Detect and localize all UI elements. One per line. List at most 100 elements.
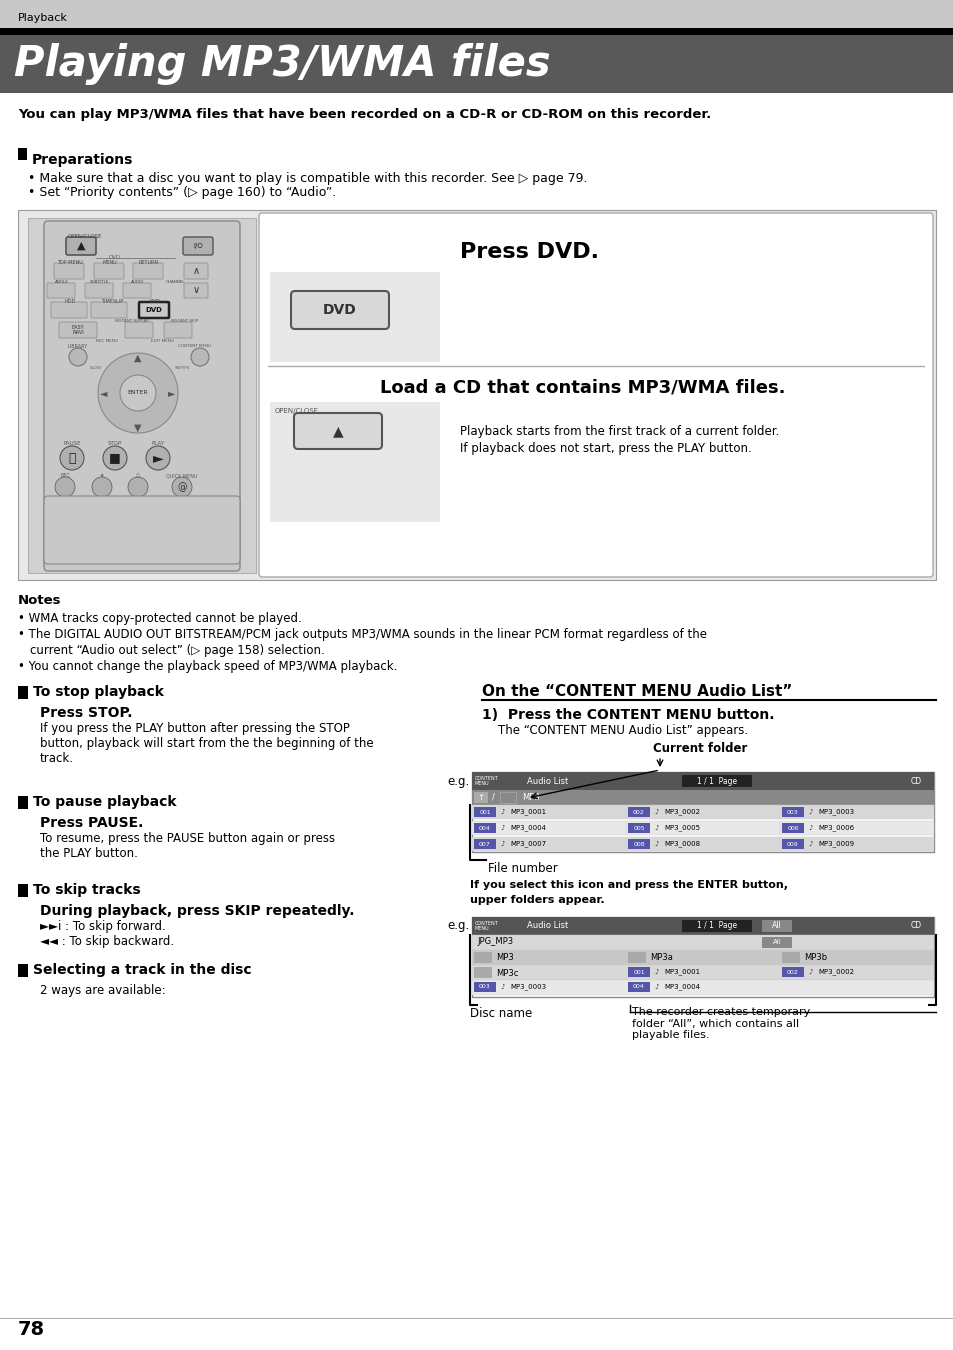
Text: upper folders appear.: upper folders appear.: [470, 895, 604, 905]
Text: 006: 006: [786, 825, 798, 830]
Text: ▲: ▲: [134, 352, 142, 363]
Text: • You cannot change the playback speed of MP3/WMA playback.: • You cannot change the playback speed o…: [18, 660, 397, 674]
Text: MP3_0004: MP3_0004: [510, 825, 545, 832]
Bar: [0, 28, 953, 35]
FancyBboxPatch shape: [132, 263, 163, 279]
Text: To stop playback: To stop playback: [33, 684, 164, 699]
Text: MP3_0004: MP3_0004: [663, 984, 700, 991]
Bar: [781, 807, 803, 817]
Text: The “CONTENT MENU Audio List” appears.: The “CONTENT MENU Audio List” appears.: [497, 724, 747, 737]
Text: INSTANT REPLAY: INSTANT REPLAY: [115, 319, 149, 323]
Bar: [472, 980, 933, 995]
Bar: [781, 824, 803, 833]
Text: SLOW: SLOW: [90, 366, 102, 370]
Bar: [781, 967, 803, 977]
Text: MP3_0001: MP3_0001: [663, 969, 700, 975]
Text: MP3: MP3: [521, 792, 539, 802]
Text: EDIT MENU: EDIT MENU: [151, 339, 173, 343]
Text: On the “CONTENT MENU Audio List”: On the “CONTENT MENU Audio List”: [481, 684, 792, 699]
Circle shape: [120, 375, 156, 410]
Text: /: /: [492, 792, 495, 802]
Text: track.: track.: [40, 752, 74, 765]
Bar: [472, 917, 933, 998]
Circle shape: [91, 477, 112, 497]
Text: ∧: ∧: [193, 266, 199, 275]
Text: DVD: DVD: [109, 255, 121, 261]
Text: MP3a: MP3a: [649, 953, 672, 961]
Text: MP3_0005: MP3_0005: [663, 825, 700, 832]
Bar: [18, 964, 28, 977]
Text: MP3: MP3: [496, 953, 514, 961]
Text: 005: 005: [633, 825, 644, 830]
Text: ♪: ♪: [654, 984, 658, 990]
Text: Notes: Notes: [18, 594, 61, 608]
Text: Audio List: Audio List: [526, 922, 568, 930]
Text: 001: 001: [633, 969, 644, 975]
Text: 1)  Press the CONTENT MENU button.: 1) Press the CONTENT MENU button.: [481, 707, 774, 722]
Text: All: All: [772, 940, 781, 945]
Text: Preparations: Preparations: [32, 153, 133, 167]
Text: MENU: MENU: [103, 261, 117, 265]
Text: Current folder: Current folder: [652, 743, 746, 755]
Text: RETURN: RETURN: [139, 261, 159, 265]
Text: AUDIO: AUDIO: [132, 279, 145, 284]
FancyBboxPatch shape: [85, 284, 112, 298]
Text: 001: 001: [478, 810, 490, 814]
Text: LIBRARY: LIBRARY: [68, 344, 88, 350]
FancyBboxPatch shape: [125, 323, 152, 338]
Text: MP3_0009: MP3_0009: [817, 841, 853, 848]
Text: If playback does not start, press the PLAY button.: If playback does not start, press the PL…: [459, 441, 751, 455]
FancyBboxPatch shape: [54, 263, 84, 279]
Text: ►►i : To skip forward.: ►►i : To skip forward.: [40, 919, 166, 933]
FancyBboxPatch shape: [47, 284, 75, 298]
Text: 008: 008: [633, 841, 644, 846]
Text: button, playback will start from the the beginning of the: button, playback will start from the the…: [40, 737, 374, 751]
Text: • Set “Priority contents” (▷ page 160) to “Audio”.: • Set “Priority contents” (▷ page 160) t…: [28, 186, 335, 198]
Circle shape: [146, 446, 170, 470]
Text: 003: 003: [478, 984, 491, 990]
Text: 1 / 1  Page: 1 / 1 Page: [697, 776, 737, 786]
Bar: [627, 838, 649, 849]
Text: ►: ►: [168, 387, 175, 398]
Bar: [474, 838, 496, 849]
FancyBboxPatch shape: [291, 292, 389, 329]
Text: ⏸: ⏸: [69, 451, 75, 464]
Bar: [18, 884, 28, 896]
Text: PLAY: PLAY: [152, 441, 164, 446]
Bar: [270, 271, 439, 362]
Bar: [681, 919, 751, 931]
FancyBboxPatch shape: [123, 284, 151, 298]
Text: REC MENU: REC MENU: [96, 339, 118, 343]
Text: ♪: ♪: [499, 809, 504, 815]
Text: EASY
NAVI: EASY NAVI: [71, 324, 84, 335]
Circle shape: [60, 446, 84, 470]
Text: JPG_MP3: JPG_MP3: [476, 937, 513, 946]
FancyBboxPatch shape: [164, 323, 192, 338]
Text: ANGLE: ANGLE: [55, 279, 69, 284]
Bar: [625, 837, 780, 850]
Text: 002: 002: [633, 810, 644, 814]
Text: ∨: ∨: [193, 285, 199, 296]
Text: Selecting a track in the disc: Selecting a track in the disc: [33, 963, 252, 977]
FancyBboxPatch shape: [51, 302, 87, 319]
Text: MP3_0006: MP3_0006: [817, 825, 853, 832]
FancyBboxPatch shape: [258, 213, 932, 576]
Text: ■: ■: [109, 451, 121, 464]
FancyBboxPatch shape: [294, 413, 381, 450]
Text: 78: 78: [18, 1320, 45, 1339]
Text: 004: 004: [478, 825, 491, 830]
FancyBboxPatch shape: [139, 302, 169, 319]
Text: CONTENT MENU: CONTENT MENU: [178, 344, 212, 348]
Bar: [472, 772, 933, 790]
Bar: [901, 774, 929, 788]
Text: the PLAY button.: the PLAY button.: [40, 846, 138, 860]
Text: CONTENT
MENU: CONTENT MENU: [475, 921, 498, 931]
Bar: [474, 824, 496, 833]
Text: Disc name: Disc name: [470, 1007, 532, 1021]
Text: All: All: [771, 922, 781, 930]
Circle shape: [98, 352, 178, 433]
Bar: [28, 217, 255, 572]
Text: OPEN/CLOSE: OPEN/CLOSE: [68, 234, 102, 238]
Text: ♪: ♪: [654, 809, 658, 815]
Bar: [474, 967, 492, 977]
